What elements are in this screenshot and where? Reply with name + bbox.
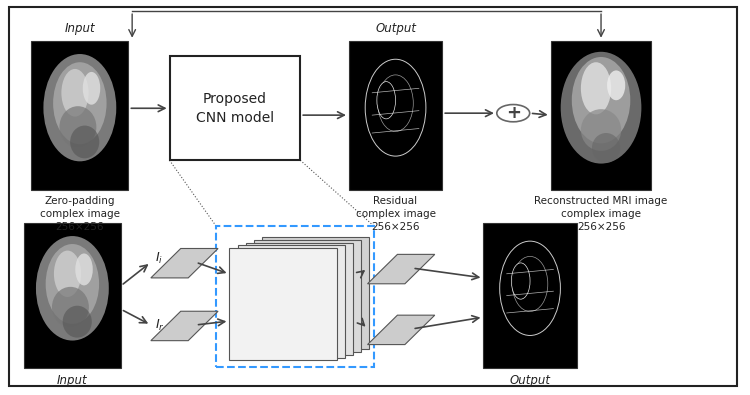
Bar: [550, 41, 652, 190]
Text: Proposed
CNN model: Proposed CNN model: [196, 92, 274, 125]
Polygon shape: [368, 254, 435, 284]
Ellipse shape: [500, 241, 560, 335]
Ellipse shape: [512, 256, 548, 312]
Ellipse shape: [365, 59, 426, 156]
Ellipse shape: [54, 250, 81, 297]
Ellipse shape: [592, 133, 620, 163]
Ellipse shape: [607, 70, 625, 100]
Ellipse shape: [580, 62, 611, 115]
Ellipse shape: [70, 126, 99, 158]
Bar: [262, 237, 370, 349]
Bar: [254, 240, 362, 352]
Text: +: +: [506, 104, 520, 122]
Bar: [238, 245, 345, 357]
Ellipse shape: [36, 236, 109, 340]
Bar: [246, 243, 353, 355]
Ellipse shape: [580, 109, 621, 151]
Ellipse shape: [561, 52, 641, 164]
Ellipse shape: [62, 69, 88, 117]
Text: Output: Output: [509, 374, 550, 387]
Bar: [349, 41, 442, 190]
Ellipse shape: [512, 263, 530, 299]
Bar: [32, 41, 128, 190]
Ellipse shape: [44, 54, 116, 161]
Text: Input: Input: [64, 22, 95, 35]
Ellipse shape: [82, 72, 100, 105]
Ellipse shape: [53, 62, 106, 144]
Ellipse shape: [59, 106, 96, 148]
Text: $I_r$: $I_r$: [154, 318, 164, 333]
Polygon shape: [151, 311, 218, 340]
Ellipse shape: [75, 254, 93, 286]
Polygon shape: [151, 248, 218, 278]
Bar: [216, 226, 374, 367]
Bar: [24, 223, 121, 368]
Text: $I_i$: $I_i$: [154, 251, 163, 266]
Bar: [230, 248, 337, 360]
Ellipse shape: [376, 82, 395, 119]
Text: Zero-padding
complex image
256×256: Zero-padding complex image 256×256: [40, 196, 120, 232]
Ellipse shape: [46, 244, 99, 324]
Text: Reconstructed MRI image
complex image
256×256: Reconstructed MRI image complex image 25…: [535, 196, 668, 232]
Ellipse shape: [52, 287, 89, 327]
Polygon shape: [368, 315, 435, 344]
Bar: [483, 223, 577, 368]
Text: Residual
complex image
256×256: Residual complex image 256×256: [356, 196, 436, 232]
Text: Input: Input: [57, 374, 88, 387]
Ellipse shape: [572, 57, 630, 143]
Bar: [170, 56, 300, 160]
Ellipse shape: [63, 306, 92, 338]
Text: Output: Output: [375, 22, 416, 35]
Ellipse shape: [378, 75, 413, 132]
